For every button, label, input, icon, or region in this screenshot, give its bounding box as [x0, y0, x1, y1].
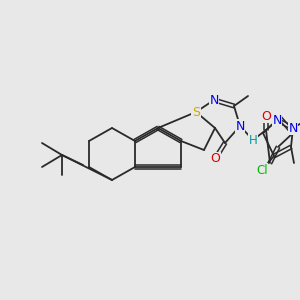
- Text: N: N: [288, 122, 298, 134]
- Text: O: O: [261, 110, 271, 122]
- Text: O: O: [210, 152, 220, 166]
- Text: Cl: Cl: [256, 164, 268, 176]
- Text: N: N: [235, 119, 245, 133]
- Text: H: H: [249, 134, 257, 146]
- Text: N: N: [272, 113, 282, 127]
- Text: N: N: [209, 94, 219, 106]
- Text: S: S: [192, 106, 200, 118]
